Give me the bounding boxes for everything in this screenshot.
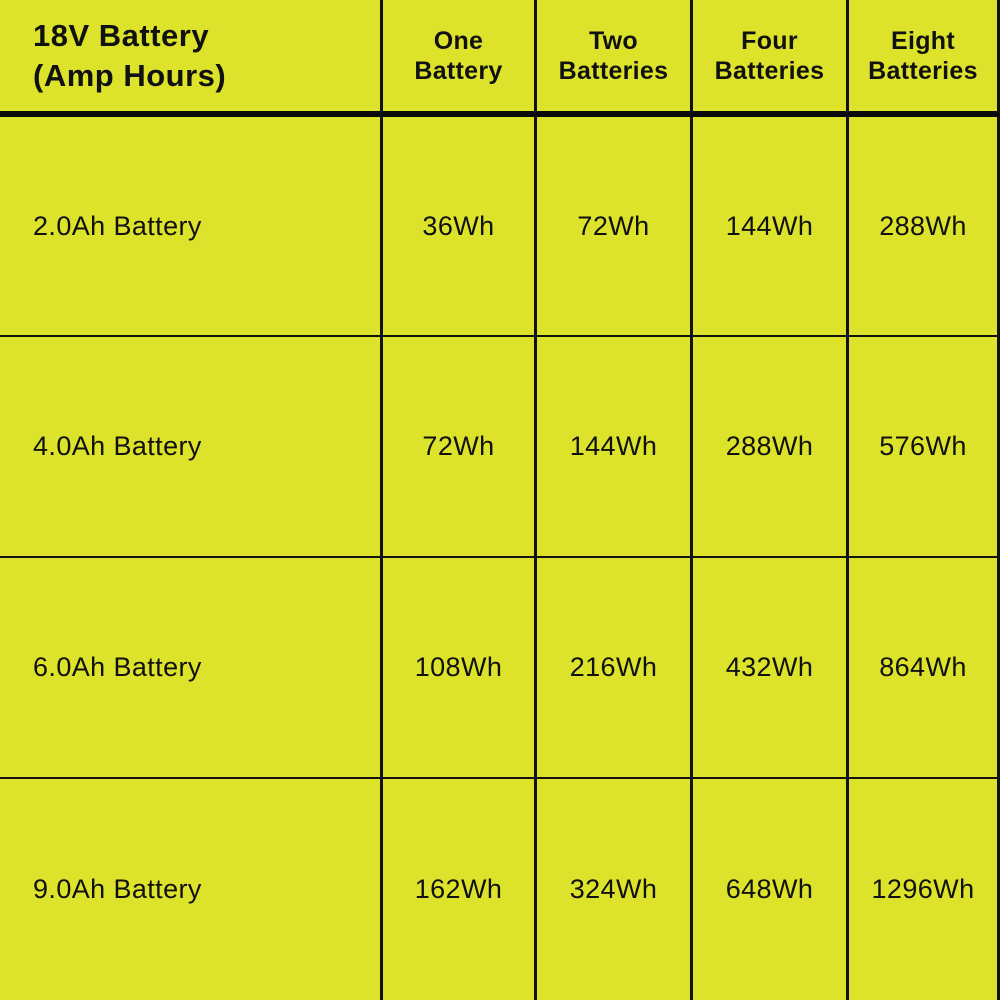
column-header-label: Battery xyxy=(414,56,503,85)
column-header-label: Four xyxy=(741,26,798,55)
value-cell-6.0ah-one: 108Wh xyxy=(380,558,534,779)
value-cell-4.0ah-one: 72Wh xyxy=(380,337,534,558)
value-cell-6.0ah-eight: 864Wh xyxy=(846,558,1000,779)
column-header-one-battery: One Battery xyxy=(380,0,534,117)
column-header-label: One xyxy=(433,26,484,55)
value-text: 432Wh xyxy=(725,652,814,682)
row-label-4.0ah: 4.0Ah Battery xyxy=(0,337,380,558)
table-title-cell: 18V Battery (Amp Hours) xyxy=(0,0,380,117)
value-text: 1296Wh xyxy=(871,874,975,904)
value-cell-2.0ah-two: 72Wh xyxy=(534,117,690,337)
value-cell-2.0ah-four: 144Wh xyxy=(690,117,846,337)
table-title-line-1: 18V Battery xyxy=(33,17,210,53)
value-cell-2.0ah-one: 36Wh xyxy=(380,117,534,337)
column-header-eight-batteries: Eight Batteries xyxy=(846,0,1000,117)
column-header-label: Batteries xyxy=(558,56,669,85)
value-text: 36Wh xyxy=(422,210,495,241)
value-text: 72Wh xyxy=(577,210,650,241)
value-cell-9.0ah-eight: 1296Wh xyxy=(846,779,1000,1000)
value-text: 216Wh xyxy=(569,652,658,682)
value-cell-6.0ah-four: 432Wh xyxy=(690,558,846,779)
value-cell-4.0ah-two: 144Wh xyxy=(534,337,690,558)
value-text: 864Wh xyxy=(879,652,967,682)
table-title-line-2: (Amp Hours) xyxy=(33,57,227,93)
column-header-two-batteries: Two Batteries xyxy=(534,0,690,117)
row-label-text: 4.0Ah Battery xyxy=(33,431,202,461)
value-text: 108Wh xyxy=(414,652,503,682)
column-header-label: Eight xyxy=(891,26,955,55)
row-label-text: 6.0Ah Battery xyxy=(33,652,202,682)
row-label-text: 9.0Ah Battery xyxy=(33,874,202,904)
column-header-label: Batteries xyxy=(714,56,825,85)
value-cell-4.0ah-eight: 576Wh xyxy=(846,337,1000,558)
value-cell-4.0ah-four: 288Wh xyxy=(690,337,846,558)
value-text: 288Wh xyxy=(725,431,814,461)
value-text: 144Wh xyxy=(725,210,814,241)
value-text: 576Wh xyxy=(879,431,967,461)
row-label-9.0ah: 9.0Ah Battery xyxy=(0,779,380,1000)
value-text: 162Wh xyxy=(414,874,503,904)
row-label-text: 2.0Ah Battery xyxy=(33,210,202,241)
value-cell-6.0ah-two: 216Wh xyxy=(534,558,690,779)
value-text: 648Wh xyxy=(725,874,814,904)
column-header-four-batteries: Four Batteries xyxy=(690,0,846,117)
column-header-label: Two xyxy=(588,26,639,55)
value-cell-9.0ah-four: 648Wh xyxy=(690,779,846,1000)
value-text: 324Wh xyxy=(569,874,658,904)
value-cell-2.0ah-eight: 288Wh xyxy=(846,117,1000,337)
row-label-2.0ah: 2.0Ah Battery xyxy=(0,117,380,337)
value-cell-9.0ah-one: 162Wh xyxy=(380,779,534,1000)
value-cell-9.0ah-two: 324Wh xyxy=(534,779,690,1000)
column-header-label: Batteries xyxy=(868,56,978,85)
value-text: 144Wh xyxy=(569,431,658,461)
value-text: 288Wh xyxy=(879,210,967,241)
value-text: 72Wh xyxy=(422,431,495,461)
row-label-6.0ah: 6.0Ah Battery xyxy=(0,558,380,779)
